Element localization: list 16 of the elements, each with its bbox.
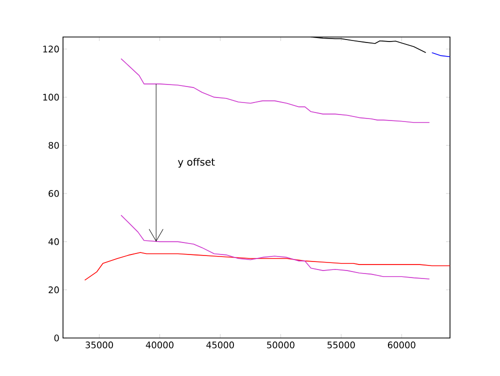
line-series	[120, 58, 430, 123]
x-tick-label: 55000	[328, 342, 355, 348]
y-tick-label: 100	[43, 94, 59, 101]
y-tick-label: 40	[48, 238, 59, 246]
y-tick-label: 80	[48, 142, 59, 149]
line-series	[120, 214, 430, 280]
x-tick-label: 40000	[146, 342, 174, 348]
y-tick-label: 0	[54, 334, 59, 342]
x-tick-label: 45000	[206, 342, 234, 348]
x-tick-label: 50000	[267, 342, 294, 348]
x-tick-label: 35000	[86, 342, 113, 348]
x-tick-label: 60000	[388, 342, 416, 348]
y-tick-label: 120	[43, 46, 59, 52]
y-tick-label: 20	[48, 286, 59, 294]
y-tick-label: 60	[48, 190, 59, 197]
annotation: y offset	[178, 158, 215, 168]
